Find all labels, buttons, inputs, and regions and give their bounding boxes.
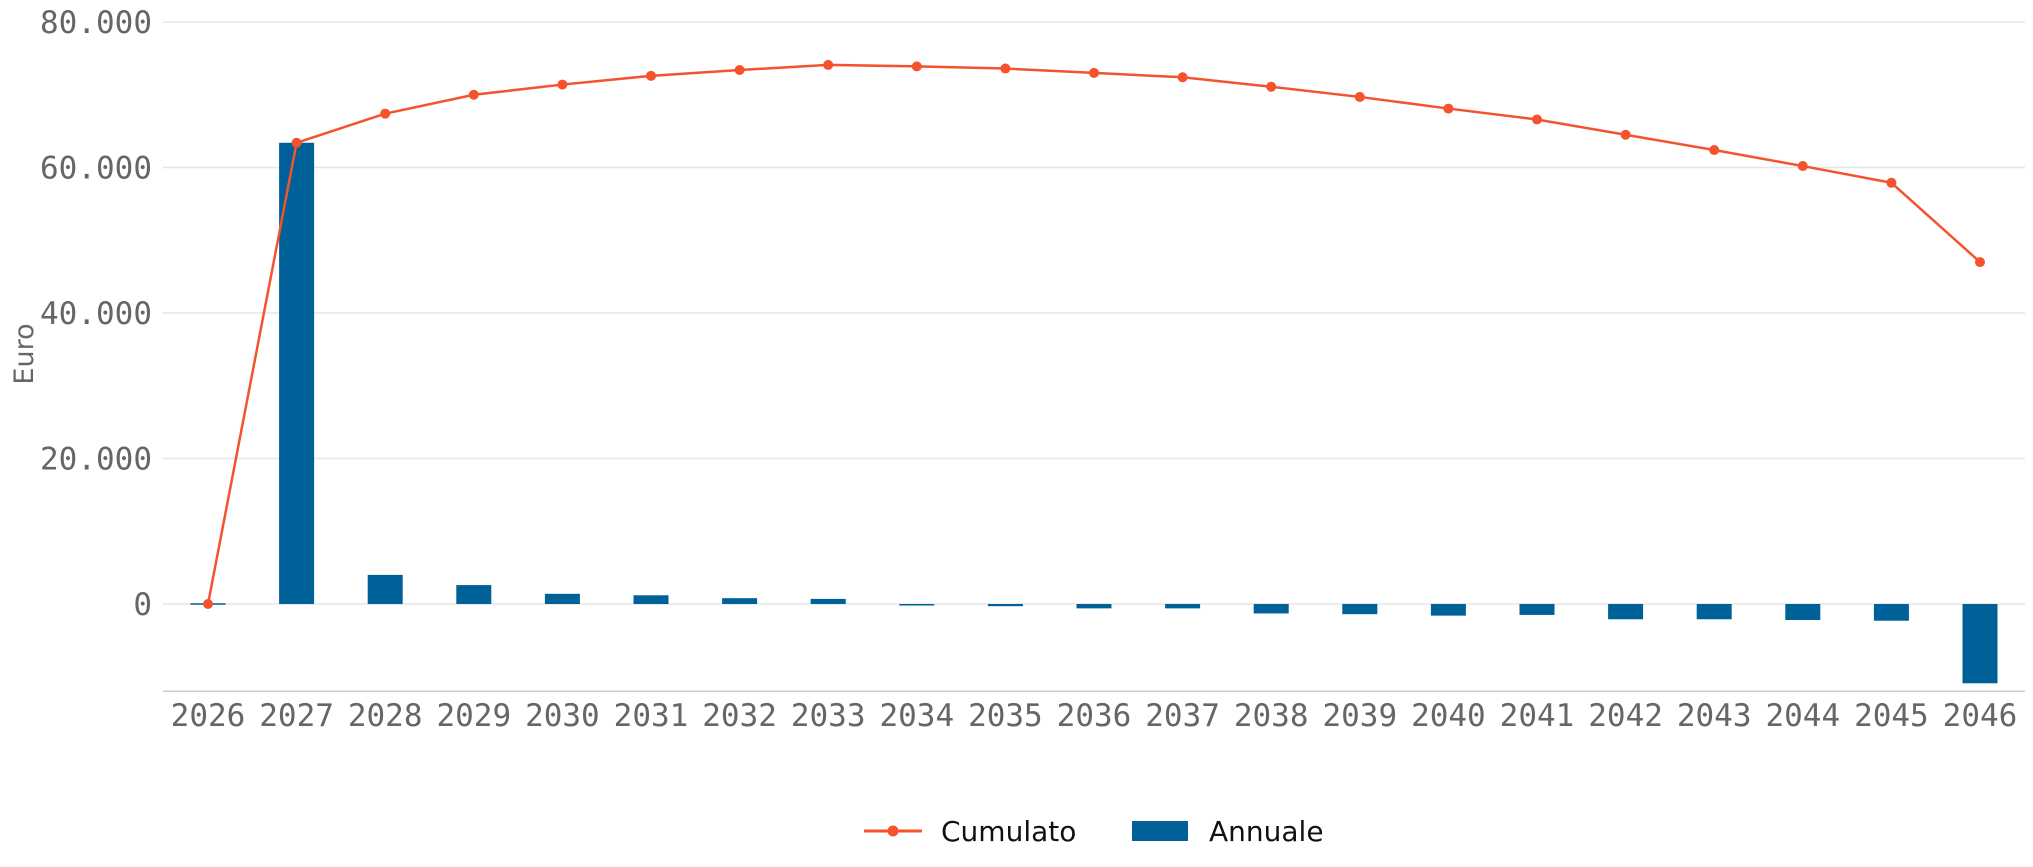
y-tick-labels: 0 20.000 40.000 60.000 80.000	[40, 5, 152, 623]
point-2040	[1443, 103, 1454, 114]
bar-2027	[279, 142, 315, 604]
point-2045	[1886, 177, 1897, 188]
bar-2037	[1165, 604, 1201, 609]
point-2026	[203, 599, 213, 609]
bar-2040	[1430, 604, 1466, 616]
x-tick-label: 2031	[614, 698, 689, 734]
x-tick-label: 2027	[259, 698, 334, 734]
x-tick-label: 2029	[436, 698, 511, 734]
point-2036	[1089, 67, 1099, 78]
x-tick-label: 2040	[1411, 698, 1486, 734]
x-tick-label: 2046	[1943, 698, 2018, 734]
x-tick-labels: 2026 2027 2028 2029 2030 2031 2032 2033 2034 2035…	[171, 698, 2018, 734]
legend-line-marker	[887, 825, 899, 837]
x-tick-label: 2041	[1500, 698, 1575, 734]
bar-2038	[1253, 604, 1289, 614]
point-2038	[1266, 81, 1277, 92]
y-tick-label: 60.000	[40, 151, 152, 187]
bar-series-annuale	[190, 142, 1998, 684]
point-2029	[468, 89, 479, 100]
x-tick-label: 2033	[791, 698, 866, 734]
bar-2032	[722, 598, 758, 604]
x-tick-label: 2032	[702, 698, 777, 734]
point-2043	[1709, 145, 1720, 156]
point-2039	[1354, 91, 1365, 102]
bar-2031	[633, 595, 669, 604]
x-tick-label: 2030	[525, 698, 600, 734]
point-2041	[1532, 114, 1542, 125]
legend-bar-swatch	[1132, 821, 1188, 841]
bar-2046	[1962, 604, 1998, 684]
x-tick-label: 2044	[1765, 698, 1840, 734]
point-2044	[1797, 161, 1808, 172]
bar-2034	[899, 604, 935, 606]
bar-2041	[1519, 604, 1555, 615]
y-tick-label: 80.000	[40, 5, 152, 41]
legend-label-annuale: Annuale	[1209, 815, 1324, 848]
point-2037	[1177, 72, 1188, 83]
x-tick-label: 2026	[171, 698, 246, 734]
point-2034	[911, 61, 922, 72]
x-tick-label: 2042	[1588, 698, 1663, 734]
legend-label-cumulato: Cumulato	[941, 815, 1076, 848]
bar-2029	[456, 585, 492, 604]
point-2030	[557, 79, 568, 90]
point-2028	[380, 108, 391, 119]
x-tick-label: 2034	[879, 698, 954, 734]
bar-2039	[1342, 604, 1378, 615]
point-2035	[1000, 63, 1011, 74]
point-2046	[1975, 257, 1985, 268]
point-2033	[823, 59, 834, 70]
x-tick-label: 2028	[348, 698, 423, 734]
bar-2030	[544, 593, 580, 604]
bar-2028	[367, 574, 403, 604]
x-tick-label: 2035	[968, 698, 1043, 734]
bar-2035	[987, 604, 1023, 607]
x-tick-label: 2038	[1234, 698, 1309, 734]
point-2027	[291, 137, 302, 148]
grid-lines	[163, 21, 2025, 605]
point-2032	[734, 65, 745, 76]
bar-2043	[1696, 604, 1732, 620]
y-tick-label: 20.000	[40, 442, 152, 478]
bar-2042	[1608, 604, 1644, 620]
bar-2036	[1076, 604, 1112, 609]
x-tick-label: 2037	[1145, 698, 1220, 734]
point-2031	[646, 70, 656, 81]
y-tick-label: 0	[133, 587, 152, 623]
line-series-cumulato	[203, 59, 1985, 609]
y-axis-label: Euro	[9, 323, 40, 384]
x-tick-label: 2039	[1322, 698, 1397, 734]
legend: Cumulato Annuale	[864, 815, 1324, 848]
point-2042	[1620, 129, 1631, 140]
bar-2045	[1873, 604, 1909, 621]
x-tick-label: 2043	[1677, 698, 1752, 734]
x-tick-label: 2036	[1057, 698, 1132, 734]
x-tick-label: 2045	[1854, 698, 1929, 734]
bar-2033	[810, 598, 846, 604]
bar-2044	[1785, 604, 1821, 621]
y-tick-label: 40.000	[40, 296, 152, 332]
